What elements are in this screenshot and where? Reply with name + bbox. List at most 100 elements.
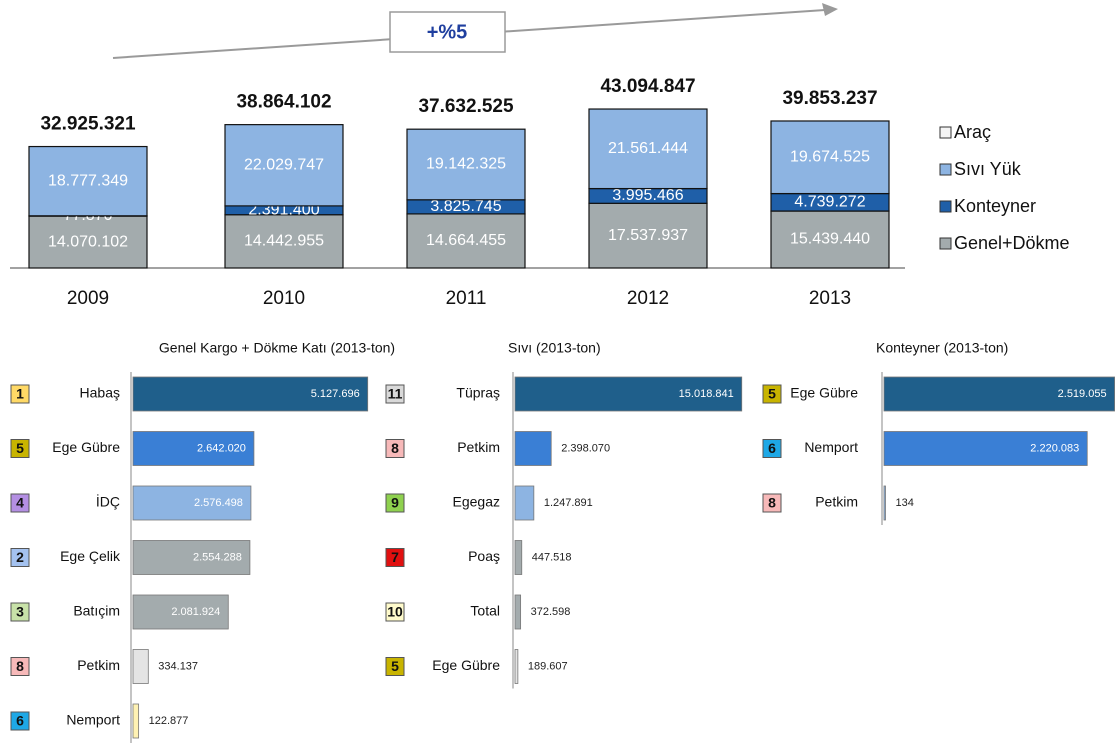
value-label: 447.518 [532,551,572,563]
value-label: 2.081.924 [171,606,220,618]
total-label: 32.925.321 [40,114,136,135]
legend-swatch [939,200,952,213]
category-label: Tüpraş [456,385,500,401]
bar-segment [28,145,148,217]
rank-label: 10 [387,604,403,620]
legend-label: Sıvı Yük [954,159,1022,179]
rank-label: 5 [391,658,399,674]
bar-segment [224,214,344,269]
category-label: Egegaz [453,494,500,510]
rank-badge [385,439,405,458]
segment-label: 4.739.272 [794,194,865,211]
arrow-head [822,3,838,16]
rank-label: 8 [16,658,24,674]
category-label: Ege Çelik [60,548,121,564]
category-label: Petkim [457,439,500,455]
value-label: 2.576.498 [194,497,243,509]
category-label: Ege Gübre [432,657,500,673]
segment-label: 18.777.349 [48,172,128,189]
legend-swatch [939,163,952,176]
x-tick-label: 2011 [446,288,487,309]
bar-segment [406,128,526,201]
rank-badge [385,657,405,676]
segment-label: 17.537.937 [608,227,688,244]
chart-title: Konteyner (2013-ton) [876,340,1008,356]
rank-badge [385,493,405,513]
bar [514,649,519,684]
rank-label: 2 [16,549,24,565]
rank-label: 5 [768,386,776,402]
value-label: 5.127.696 [311,388,360,400]
category-label: Petkim [77,657,120,673]
value-label: 134 [896,497,914,509]
rank-badge [385,602,405,622]
total-label: 43.094.847 [600,76,695,97]
value-label: 189.607 [528,660,568,672]
value-label: 122.877 [149,715,189,727]
segment-label: 3.825.745 [430,198,501,215]
segment-label: 3.995.466 [612,187,683,204]
bar [883,485,886,521]
value-label: 2.642.020 [197,442,246,454]
bar [514,485,535,521]
category-label: İDÇ [96,493,120,510]
bar [132,485,252,521]
x-tick-label: 2012 [627,288,669,309]
rank-badge [385,548,405,567]
rank-badge [10,439,30,458]
rank-badge [10,384,30,404]
legend-swatch [939,237,952,250]
bar [132,540,251,575]
rank-label: 8 [768,495,776,511]
segment-label: 22.029.747 [244,156,324,173]
bar [132,431,255,466]
bar [514,376,743,412]
rank-badge [10,493,30,513]
legend-label: Araç [954,122,991,142]
category-label: Batıçim [73,603,120,619]
rank-label: 6 [16,713,24,729]
bar [132,376,369,412]
bar [132,649,149,684]
bar [514,540,523,575]
rank-label: 5 [16,440,24,456]
rank-label: 4 [16,495,24,511]
value-label: 15.018.841 [679,388,734,400]
total-label: 37.632.525 [418,96,514,117]
x-tick-label: 2010 [263,288,305,309]
bar-segment [588,108,708,190]
rank-badge [385,384,405,404]
rank-badge [762,384,782,404]
total-label: 39.853.237 [782,88,877,109]
segment-label: 15.439.440 [790,231,870,248]
bar-segment [770,120,890,195]
rank-label: 11 [388,386,403,402]
value-label: 2.519.055 [1058,388,1107,400]
rank-badge [762,493,782,513]
chart-title: Genel Kargo + Dökme Katı (2013-ton) [159,340,395,356]
legend-swatch [939,126,952,139]
legend-label: Konteyner [954,196,1036,216]
rank-label: 1 [16,386,24,402]
rank-badge [10,711,30,731]
category-label: Ege Gübre [790,385,858,401]
category-label: Nemport [804,439,858,455]
segment-label: 19.674.525 [790,148,870,165]
rank-label: 3 [16,604,24,620]
value-label: 2.554.288 [193,551,242,563]
rank-label: 8 [391,440,399,456]
segment-label: 14.070.102 [48,233,128,250]
category-label: Total [470,603,500,619]
bar [514,431,552,466]
value-label: 2.398.070 [561,442,610,454]
category-label: Nemport [66,712,120,728]
rank-badge [762,439,782,458]
bar-segment [406,213,526,269]
chart-title: Sıvı (2013-ton) [508,340,601,356]
annotation-box [389,11,506,53]
annotation: +%5 [427,21,468,43]
rank-label: 6 [768,440,776,456]
legend-label: Genel+Dökme [954,233,1070,253]
value-label: 1.247.891 [544,497,593,509]
